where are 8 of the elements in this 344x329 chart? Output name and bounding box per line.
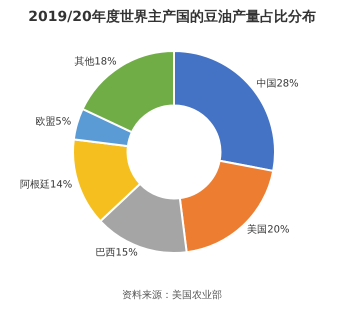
slice-label: 巴西15% (96, 247, 138, 258)
text: 资料来源：美国农业部 (121, 288, 223, 302)
slice-label: 美国20% (247, 224, 290, 236)
slice-label: 其他18% (74, 55, 117, 68)
slice-label: 中国28% (256, 77, 299, 90)
slice-label: 阿根廷14% (20, 178, 72, 191)
slice-label: 欧盟5% (35, 116, 72, 128)
chart-title: 2019/20年度世界主产国的豆油产量占比分布 (27, 8, 317, 26)
